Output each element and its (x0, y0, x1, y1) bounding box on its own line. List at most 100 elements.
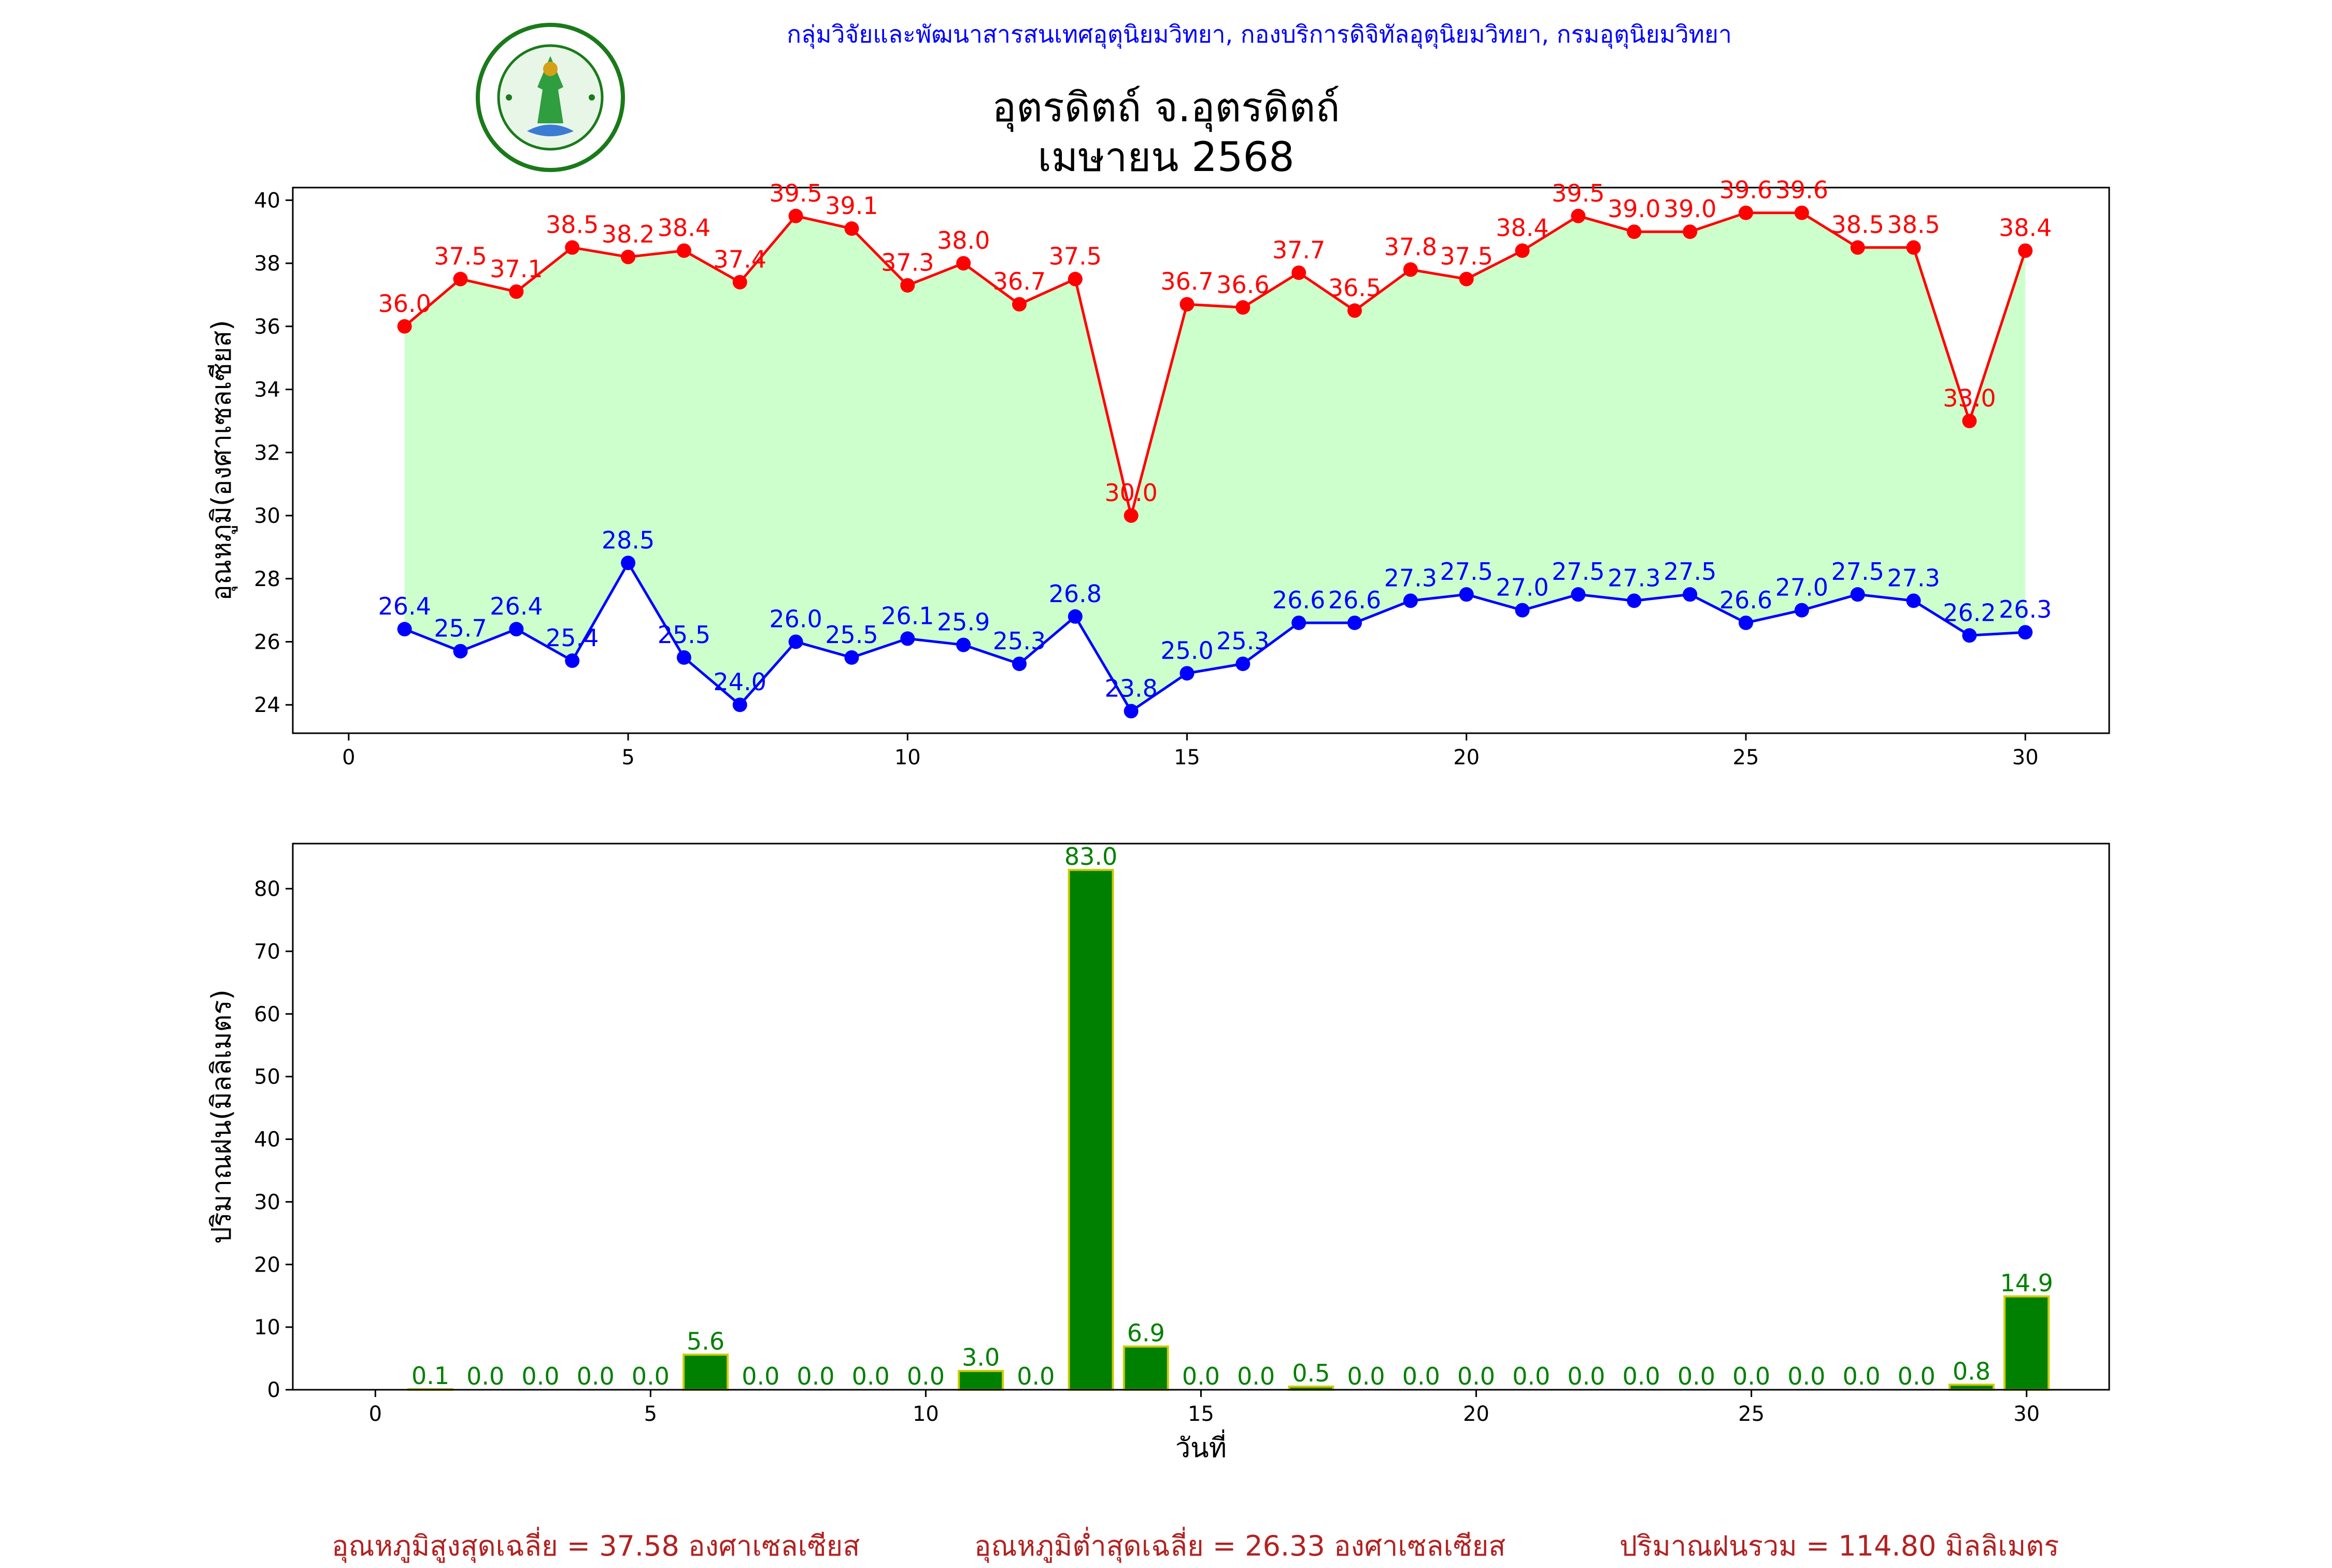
min-temperature-label: 27.3 (1608, 564, 1660, 592)
min-temperature-label: 26.1 (881, 602, 934, 630)
min-temperature-point (1571, 587, 1586, 602)
rainfall-label: 0.0 (632, 1362, 670, 1390)
rainfall-y-tick-label: 60 (254, 1003, 280, 1027)
max-temperature-point (844, 221, 859, 236)
max-temperature-point (397, 319, 412, 334)
max-temperature-label: 37.5 (1440, 243, 1493, 270)
temperature-y-tick-label: 32 (254, 441, 280, 465)
temperature-x-tick-label: 0 (342, 746, 355, 769)
max-temperature-label: 38.4 (1999, 214, 2052, 242)
rainfall-label: 0.0 (466, 1362, 504, 1390)
rainfall-label: 14.9 (2000, 1269, 2053, 1297)
rainfall-label: 0.0 (1567, 1362, 1605, 1390)
max-temperature-point (788, 208, 803, 223)
min-temperature-label: 26.4 (378, 592, 431, 620)
min-temperature-label: 26.6 (1719, 586, 1772, 614)
max-temperature-label: 38.5 (1831, 211, 1884, 239)
max-temperature-point (956, 256, 971, 271)
max-temperature-label: 39.1 (825, 192, 878, 220)
min-temperature-point (732, 697, 747, 712)
min-temperature-label: 26.8 (1049, 580, 1102, 608)
min-temperature-label: 27.5 (1440, 558, 1493, 586)
rainfall-label: 5.6 (687, 1327, 724, 1355)
max-temperature-label: 37.3 (881, 249, 934, 277)
max-temperature-label: 36.6 (1216, 270, 1269, 298)
min-temperature-label: 27.5 (1552, 558, 1604, 586)
max-temperature-point (1739, 205, 1753, 220)
min-temperature-point (1179, 666, 1195, 681)
min-temperature-point (1403, 593, 1418, 608)
rainfall-bar (1122, 1345, 1169, 1391)
rainfall-y-tick-label: 20 (254, 1253, 280, 1277)
min-temperature-line (404, 560, 2026, 713)
min-temperature-label: 26.6 (1272, 586, 1325, 614)
min-temperature-label: 27.0 (1775, 574, 1828, 602)
max-temperature-label: 36.7 (1160, 267, 1213, 295)
min-temperature-point (788, 634, 803, 649)
min-temperature-label: 25.7 (434, 615, 487, 643)
min-temperature-label: 27.3 (1384, 564, 1437, 592)
max-temperature-label: 39.6 (1719, 176, 1772, 204)
max-temperature-point (1403, 262, 1418, 277)
rainfall-bar (682, 1353, 729, 1391)
min-temperature-label: 24.0 (714, 668, 766, 696)
rainfall-bar (2003, 1295, 2050, 1391)
min-temperature-point (453, 644, 468, 659)
rainfall-x-tick-label: 5 (644, 1402, 657, 1426)
max-temperature-point (1627, 224, 1642, 239)
min-temperature-point (1515, 603, 1530, 618)
min-temperature-point (509, 622, 524, 637)
chart-title: อุตรดิตถ์ จ.อุตรดิตถ์ เมษายน 2568 (0, 83, 2332, 182)
max-temperature-point (621, 249, 636, 264)
rainfall-bar (958, 1370, 1004, 1391)
min-temperature-label: 25.3 (1216, 627, 1269, 655)
max-temperature-point (1124, 508, 1139, 523)
rainfall-y-tick-label: 80 (254, 877, 280, 901)
min-temperature-label: 27.5 (1831, 558, 1884, 586)
min-temperature-point (1459, 587, 1474, 602)
rainfall-label: 0.0 (1182, 1362, 1220, 1390)
min-temperature-point (621, 555, 636, 571)
min-temperature-label: 26.6 (1328, 586, 1381, 614)
temperature-x-tick-label: 25 (1733, 746, 1759, 769)
temperature-y-tick-label: 30 (254, 504, 280, 528)
meteorological-department-logo (476, 23, 625, 172)
rainfall-label: 0.0 (797, 1362, 834, 1390)
rainfall-label: 0.0 (852, 1362, 890, 1390)
max-temperature-label: 38.2 (602, 220, 655, 248)
rainfall-label: 0.0 (1842, 1362, 1880, 1390)
rainfall-x-tick-label: 20 (1463, 1402, 1489, 1426)
min-temperature-point (565, 653, 580, 668)
temperature-plot-frame (292, 187, 2110, 734)
temperature-y-tick-label: 28 (254, 567, 280, 591)
max-temperature-point (1571, 208, 1586, 223)
min-temperature-label: 26.2 (1943, 598, 1996, 626)
min-temperature-point (1235, 657, 1250, 672)
max-temperature-point (1683, 224, 1698, 239)
min-temperature-label: 25.3 (993, 627, 1046, 655)
min-temperature-label: 25.4 (546, 624, 599, 652)
min-temperature-point (1068, 609, 1083, 624)
min-temperature-point (1739, 615, 1753, 630)
min-temperature-point (1124, 704, 1139, 719)
min-temperature-label: 25.9 (937, 608, 990, 636)
max-temperature-point (453, 272, 468, 287)
rainfall-y-tick-label: 0 (267, 1378, 280, 1402)
temperature-y-tick-label: 24 (254, 693, 280, 717)
summary-total-rain: ปริมาณฝนรวม = 114.80 มิลลิเมตร (1619, 1530, 2059, 1562)
temperature-x-tick-label: 10 (894, 746, 921, 769)
rainfall-label: 0.0 (521, 1362, 559, 1390)
rainfall-y-tick-label: 10 (254, 1316, 280, 1339)
rainfall-x-tick-label: 15 (1188, 1402, 1214, 1426)
rainfall-y-tick-label: 50 (254, 1065, 280, 1089)
min-temperature-point (2018, 625, 2033, 640)
rainfall-x-tick-label: 0 (369, 1402, 382, 1426)
min-temperature-label: 28.5 (602, 526, 655, 554)
rainfall-label: 0.0 (577, 1362, 615, 1390)
rainfall-label: 0.0 (1787, 1362, 1825, 1390)
rainfall-label: 0.0 (1732, 1362, 1770, 1390)
max-temperature-point (1012, 297, 1027, 312)
max-temperature-point (900, 278, 915, 293)
min-temperature-point (676, 650, 691, 665)
